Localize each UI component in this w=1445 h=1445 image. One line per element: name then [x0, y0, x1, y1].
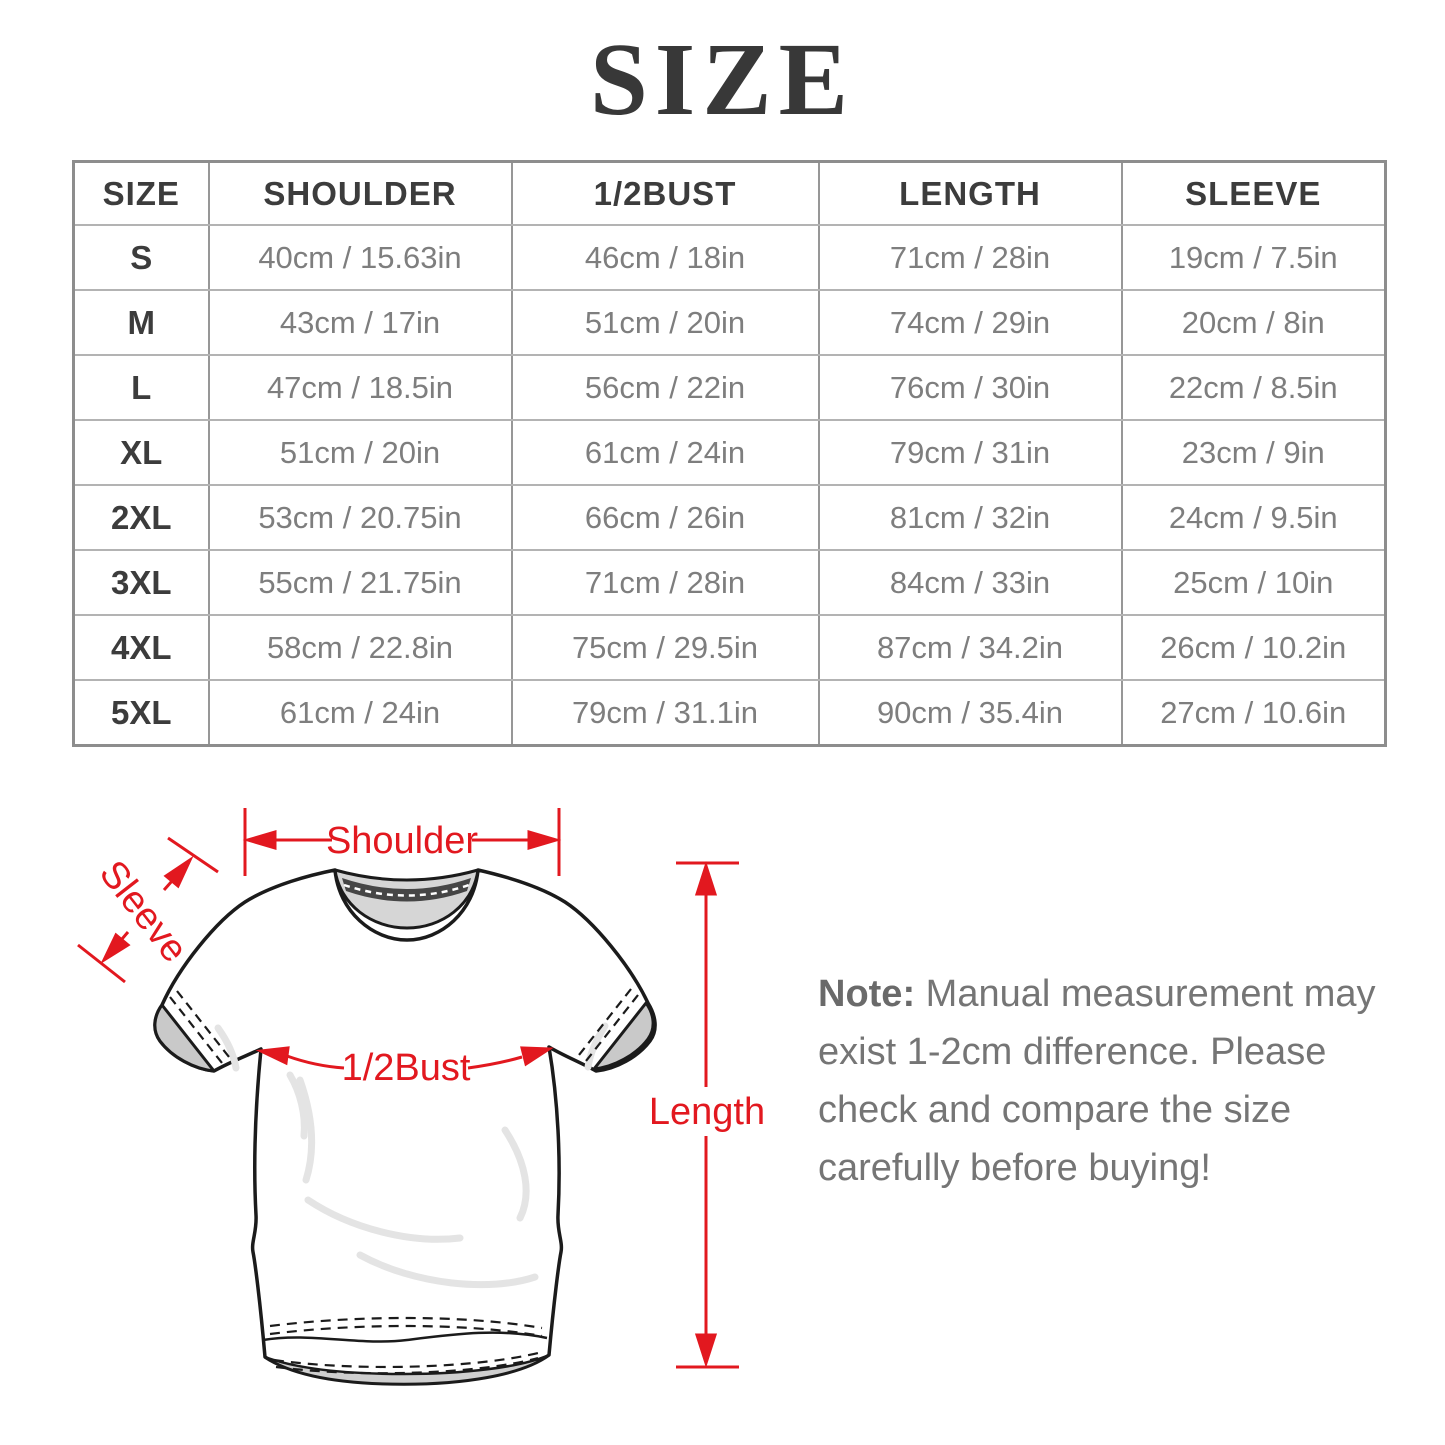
measurement-cell: 47cm / 18.5in [207, 354, 513, 421]
note-line: exist 1-2cm difference. Please [818, 1031, 1327, 1073]
measurement-cell: 66cm / 26in [510, 484, 820, 551]
table-header-row: SIZE SHOULDER 1/2BUST LENGTH SLEEVE [72, 160, 1387, 226]
note-line: check and compare the size [818, 1089, 1292, 1131]
shoulder-label: Shoulder [326, 820, 478, 862]
arrowhead-left [255, 1046, 290, 1066]
measurement-cell: 40cm / 15.63in [207, 224, 513, 291]
sleeve-measure-arrow [77, 836, 219, 984]
size-cell: XL [72, 419, 210, 486]
arrowhead-right [520, 1046, 554, 1067]
column-header-bust: 1/2BUST [510, 160, 820, 226]
note-line: carefully before buying! [818, 1147, 1211, 1189]
measurement-cell: 27cm / 10.6in [1120, 679, 1387, 747]
column-header-size: SIZE [72, 160, 210, 226]
measurement-cell: 71cm / 28in [510, 549, 820, 616]
note-prefix: Note: [818, 973, 916, 1015]
measurement-note: Note: Manual measurement may exist 1-2cm… [818, 965, 1418, 1197]
measurement-cell: 56cm / 22in [510, 354, 820, 421]
hem-stitches [269, 1316, 543, 1375]
length-measure-arrow [676, 861, 739, 1369]
measurement-cell: 87cm / 34.2in [817, 614, 1123, 681]
measurement-cell: 51cm / 20in [510, 289, 820, 356]
hem-fold-line [262, 1331, 548, 1343]
size-cell: L [72, 354, 210, 421]
size-table: SIZE SHOULDER 1/2BUST LENGTH SLEEVE S 40… [72, 160, 1387, 747]
table-row: 5XL 61cm / 24in 79cm / 31.1in 90cm / 35.… [72, 679, 1387, 747]
arrowhead-right [527, 829, 562, 851]
right-cuff [592, 1001, 655, 1071]
size-cell: 5XL [72, 679, 210, 747]
size-cell: 4XL [72, 614, 210, 681]
measurement-cell: 74cm / 29in [817, 289, 1123, 356]
fabric-wrinkles [214, 1022, 609, 1289]
measurement-cell: 19cm / 7.5in [1120, 224, 1387, 291]
length-label: Length [649, 1091, 765, 1133]
table-row: 4XL 58cm / 22.8in 75cm / 29.5in 87cm / 3… [72, 614, 1387, 681]
measurement-cell: 79cm / 31in [817, 419, 1123, 486]
table-row: XL 51cm / 20in 61cm / 24in 79cm / 31in 2… [72, 419, 1387, 486]
measurement-cell: 61cm / 24in [207, 679, 513, 747]
measurement-cell: 25cm / 10in [1120, 549, 1387, 616]
measurement-cell: 53cm / 20.75in [207, 484, 513, 551]
arrowhead-down [694, 1333, 718, 1368]
table-row: L 47cm / 18.5in 56cm / 22in 76cm / 30in … [72, 354, 1387, 421]
page-title: SIZE [589, 22, 856, 137]
measurement-cell: 79cm / 31.1in [510, 679, 820, 747]
measurement-cell: 76cm / 30in [817, 354, 1123, 421]
arrowhead-up [694, 861, 718, 896]
bust-label: 1/2Bust [342, 1047, 471, 1089]
measurement-cell: 46cm / 18in [510, 224, 820, 291]
table-row: 2XL 53cm / 20.75in 66cm / 26in 81cm / 32… [72, 484, 1387, 551]
tshirt-illustration [153, 868, 657, 1386]
collar-band-stitch [343, 883, 470, 897]
measurement-cell: 81cm / 32in [817, 484, 1123, 551]
measurement-cell: 84cm / 33in [817, 549, 1123, 616]
column-header-shoulder: SHOULDER [207, 160, 513, 226]
measurement-cell: 58cm / 22.8in [207, 614, 513, 681]
collar-band [342, 878, 471, 902]
size-cell: S [72, 224, 210, 291]
size-cell: 2XL [72, 484, 210, 551]
tshirt-measurement-diagram: Shoulder Sleeve 1/2Bust [77, 808, 765, 1386]
measurement-cell: 51cm / 20in [207, 419, 513, 486]
measurement-cell: 23cm / 9in [1120, 419, 1387, 486]
measurement-cell: 22cm / 8.5in [1120, 354, 1387, 421]
left-cuff [153, 1003, 216, 1073]
arrowhead-down-left [100, 932, 131, 965]
measurement-cell: 71cm / 28in [817, 224, 1123, 291]
sleeve-tick-bottom [77, 943, 126, 984]
measurement-cell: 26cm / 10.2in [1120, 614, 1387, 681]
column-header-length: LENGTH [817, 160, 1123, 226]
shoulder-measure-arrow [242, 808, 562, 876]
measurement-cell: 43cm / 17in [207, 289, 513, 356]
measurement-cell: 90cm / 35.4in [817, 679, 1123, 747]
tshirt-body [153, 868, 657, 1386]
measurement-cell: 24cm / 9.5in [1120, 484, 1387, 551]
size-cell: M [72, 289, 210, 356]
arrowhead-left [242, 829, 277, 851]
note-line: Note: Manual measurement may [818, 973, 1376, 1015]
table-row: S 40cm / 15.63in 46cm / 18in 71cm / 28in… [72, 224, 1387, 291]
table-row: 3XL 55cm / 21.75in 71cm / 28in 84cm / 33… [72, 549, 1387, 616]
measurement-cell: 55cm / 21.75in [207, 549, 513, 616]
size-cell: 3XL [72, 549, 210, 616]
table-row: M 43cm / 17in 51cm / 20in 74cm / 29in 20… [72, 289, 1387, 356]
measurement-cell: 61cm / 24in [510, 419, 820, 486]
bust-measure-arrow [255, 1046, 554, 1070]
column-header-sleeve: SLEEVE [1120, 160, 1387, 226]
measurement-cell: 20cm / 8in [1120, 289, 1387, 356]
measurement-cell: 75cm / 29.5in [510, 614, 820, 681]
sleeve-tick-top [167, 836, 219, 874]
